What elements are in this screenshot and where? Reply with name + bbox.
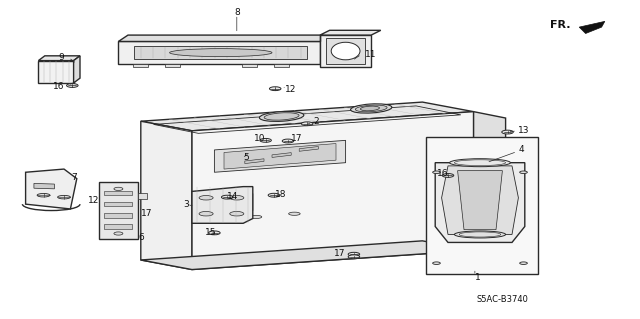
Polygon shape bbox=[274, 64, 289, 67]
Polygon shape bbox=[579, 21, 605, 33]
Polygon shape bbox=[99, 182, 138, 239]
Ellipse shape bbox=[269, 87, 281, 91]
Polygon shape bbox=[74, 56, 80, 83]
Text: 13: 13 bbox=[518, 126, 530, 135]
Text: 7: 7 bbox=[71, 173, 76, 182]
Ellipse shape bbox=[332, 42, 360, 60]
Ellipse shape bbox=[58, 195, 70, 199]
Polygon shape bbox=[38, 61, 74, 83]
Ellipse shape bbox=[250, 215, 262, 219]
Polygon shape bbox=[458, 171, 502, 230]
Text: 18: 18 bbox=[275, 190, 287, 199]
Text: 8: 8 bbox=[234, 8, 239, 17]
Ellipse shape bbox=[351, 104, 392, 113]
Polygon shape bbox=[272, 152, 291, 157]
Polygon shape bbox=[320, 30, 381, 35]
Ellipse shape bbox=[502, 130, 513, 134]
Polygon shape bbox=[38, 56, 80, 61]
Ellipse shape bbox=[355, 105, 387, 112]
Ellipse shape bbox=[37, 193, 50, 197]
Polygon shape bbox=[104, 202, 132, 206]
Polygon shape bbox=[141, 102, 474, 131]
Polygon shape bbox=[244, 159, 264, 164]
Ellipse shape bbox=[450, 159, 511, 167]
Polygon shape bbox=[34, 183, 54, 189]
Ellipse shape bbox=[199, 196, 213, 200]
Ellipse shape bbox=[301, 122, 313, 126]
Polygon shape bbox=[224, 144, 336, 169]
Ellipse shape bbox=[289, 212, 300, 215]
Text: 16: 16 bbox=[52, 82, 64, 91]
Ellipse shape bbox=[212, 219, 223, 222]
Ellipse shape bbox=[268, 193, 280, 197]
Ellipse shape bbox=[170, 48, 272, 57]
Polygon shape bbox=[192, 112, 474, 270]
Text: 14: 14 bbox=[227, 192, 239, 201]
Polygon shape bbox=[138, 193, 147, 199]
Text: 9: 9 bbox=[58, 53, 64, 62]
Text: 5: 5 bbox=[243, 153, 249, 162]
Ellipse shape bbox=[209, 231, 220, 235]
Text: S5AC-B3740: S5AC-B3740 bbox=[477, 295, 529, 304]
Polygon shape bbox=[435, 163, 525, 242]
Polygon shape bbox=[141, 121, 192, 270]
Ellipse shape bbox=[114, 232, 123, 235]
Text: 16: 16 bbox=[436, 169, 448, 178]
Ellipse shape bbox=[67, 84, 78, 87]
Ellipse shape bbox=[348, 255, 360, 259]
Ellipse shape bbox=[114, 187, 123, 190]
Polygon shape bbox=[300, 146, 319, 151]
Polygon shape bbox=[192, 187, 253, 223]
Text: 12: 12 bbox=[88, 197, 99, 205]
Text: 17: 17 bbox=[141, 209, 152, 218]
Ellipse shape bbox=[433, 262, 440, 264]
Polygon shape bbox=[134, 46, 307, 59]
Polygon shape bbox=[320, 35, 371, 67]
Ellipse shape bbox=[520, 171, 527, 174]
Ellipse shape bbox=[433, 171, 440, 174]
Text: 6: 6 bbox=[138, 233, 143, 242]
Polygon shape bbox=[118, 35, 330, 41]
Ellipse shape bbox=[221, 195, 233, 199]
Ellipse shape bbox=[230, 211, 244, 216]
Polygon shape bbox=[104, 191, 132, 195]
Text: 15: 15 bbox=[205, 228, 217, 237]
Text: 4: 4 bbox=[518, 145, 524, 154]
Polygon shape bbox=[26, 169, 77, 209]
Polygon shape bbox=[118, 41, 320, 64]
Polygon shape bbox=[195, 194, 253, 215]
Text: 12: 12 bbox=[285, 85, 296, 94]
Text: 3: 3 bbox=[183, 200, 189, 209]
Polygon shape bbox=[165, 64, 180, 67]
Text: 17: 17 bbox=[291, 134, 303, 143]
Polygon shape bbox=[104, 213, 132, 218]
Text: 17: 17 bbox=[334, 249, 346, 258]
Ellipse shape bbox=[260, 138, 271, 142]
Text: 11: 11 bbox=[365, 50, 376, 59]
Polygon shape bbox=[242, 64, 257, 67]
Ellipse shape bbox=[282, 139, 294, 143]
Polygon shape bbox=[474, 112, 506, 257]
Polygon shape bbox=[326, 38, 365, 64]
Text: 1: 1 bbox=[475, 273, 481, 282]
Text: FR.: FR. bbox=[550, 19, 571, 30]
Polygon shape bbox=[214, 140, 346, 172]
Polygon shape bbox=[104, 224, 132, 229]
Text: 2: 2 bbox=[314, 117, 319, 126]
Polygon shape bbox=[442, 166, 518, 234]
Ellipse shape bbox=[199, 211, 213, 216]
Ellipse shape bbox=[259, 111, 304, 122]
Ellipse shape bbox=[230, 196, 244, 200]
Polygon shape bbox=[133, 64, 148, 67]
Ellipse shape bbox=[360, 106, 380, 111]
Ellipse shape bbox=[442, 174, 454, 177]
Ellipse shape bbox=[520, 262, 527, 264]
Ellipse shape bbox=[348, 252, 360, 256]
Text: 10: 10 bbox=[254, 134, 266, 143]
Polygon shape bbox=[141, 241, 474, 270]
Polygon shape bbox=[426, 137, 538, 274]
Ellipse shape bbox=[454, 231, 506, 238]
Ellipse shape bbox=[264, 113, 299, 120]
